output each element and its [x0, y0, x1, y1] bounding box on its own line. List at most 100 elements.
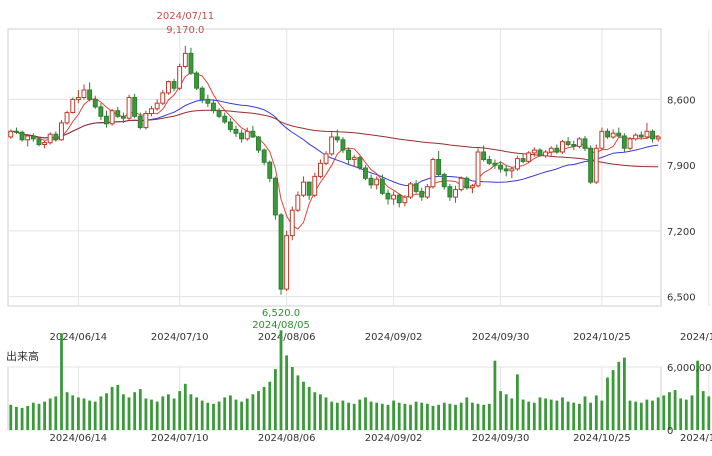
candle-down	[306, 181, 312, 196]
volume-bar	[442, 402, 446, 430]
candle-up	[75, 97, 81, 100]
candle-up	[469, 185, 475, 189]
candle-down	[638, 134, 644, 138]
candle-down	[346, 149, 352, 161]
volume-bar	[127, 397, 131, 430]
volume-bar	[487, 403, 491, 431]
candle-down	[565, 141, 571, 145]
price-tick-label: 7,200	[667, 227, 696, 238]
volume-bar	[375, 402, 379, 430]
volume-bar	[133, 392, 137, 430]
volume-bar	[54, 396, 58, 430]
volume-bar	[178, 391, 182, 430]
volume-bar	[110, 386, 114, 430]
volume-bar	[516, 374, 519, 430]
candle-down	[14, 130, 19, 133]
volume-bar	[578, 403, 581, 431]
candle-down	[115, 110, 121, 117]
candle-up	[599, 130, 605, 149]
volume-bar	[544, 398, 547, 430]
candle-up	[284, 235, 290, 290]
volume-bar	[240, 401, 243, 430]
volume-bar	[600, 400, 604, 430]
volume-bar	[499, 391, 502, 430]
candle-up	[126, 97, 132, 119]
volume-bar	[639, 402, 643, 430]
candle-up	[531, 149, 537, 154]
volume-bar	[414, 401, 418, 430]
candle-up	[166, 81, 171, 94]
candle-up	[430, 159, 436, 188]
volume-bar	[673, 390, 677, 430]
volume-bar	[634, 401, 638, 430]
volume-bar	[296, 375, 300, 430]
volume-tick-label: 0	[667, 426, 673, 437]
volume-bar	[583, 396, 587, 430]
candle-down	[98, 106, 104, 117]
candle-up	[244, 130, 250, 140]
candle-down	[447, 186, 453, 198]
volume-date-tick-label: 2024/07/10	[151, 433, 209, 444]
volume-bar	[403, 403, 407, 431]
candle-up	[143, 113, 149, 129]
volume-date-tick-label: 2024/11/21	[680, 433, 712, 444]
candle-down	[605, 130, 610, 138]
candle-up	[81, 89, 87, 98]
volume-bar	[397, 402, 401, 430]
volume-bar	[285, 355, 288, 430]
volume-bar	[347, 402, 350, 430]
candle-up	[408, 183, 413, 198]
volume-bar	[369, 401, 373, 430]
price-date-tick-label: 2024/06/14	[50, 332, 108, 343]
candle-up	[301, 181, 307, 196]
candle-up	[402, 196, 408, 204]
volume-bar	[189, 394, 193, 430]
volume-bar	[510, 398, 514, 430]
volume-bar	[561, 397, 564, 430]
candle-up	[548, 147, 554, 153]
candle-down	[588, 147, 594, 183]
volume-bar	[122, 394, 125, 430]
volume-bar	[459, 402, 463, 430]
volume-bar	[527, 401, 531, 430]
volume-bar	[161, 396, 165, 430]
candle-up	[154, 102, 160, 110]
volume-bar	[77, 397, 80, 430]
volume-bar	[93, 401, 97, 430]
candle-up	[560, 141, 565, 153]
candle-up	[295, 194, 301, 211]
volume-bar	[448, 403, 452, 431]
volume-bar	[684, 399, 688, 430]
volume-bar	[341, 400, 345, 430]
volume-bar	[617, 361, 621, 431]
volume-bar	[572, 402, 576, 430]
candle-down	[537, 149, 543, 157]
candle-up	[644, 130, 650, 138]
volume-bar	[352, 403, 356, 431]
volume-bar	[234, 399, 238, 430]
candle-down	[357, 157, 363, 169]
volume-bar	[651, 400, 654, 430]
candle-up	[475, 151, 481, 187]
volume-bar	[493, 360, 497, 430]
candle-down	[554, 147, 560, 153]
volume-bar	[43, 401, 46, 430]
volume-bar	[628, 400, 632, 430]
candle-up	[59, 122, 64, 141]
volume-bar	[302, 381, 305, 430]
candle-down	[132, 97, 138, 117]
candle-down	[171, 81, 177, 89]
volume-bar	[465, 397, 469, 430]
volume-bar	[251, 394, 255, 430]
candle-down	[267, 161, 273, 179]
candle-down	[486, 159, 492, 164]
candle-down	[120, 115, 126, 119]
volume-bar	[606, 377, 609, 430]
volume-bar	[212, 403, 215, 431]
candle-up	[329, 136, 335, 155]
volume-tick-label: 6,000,000	[667, 363, 712, 374]
candle-down	[436, 159, 442, 175]
candle-up	[374, 178, 380, 186]
volume-bar	[555, 400, 559, 430]
candle-down	[19, 131, 25, 141]
